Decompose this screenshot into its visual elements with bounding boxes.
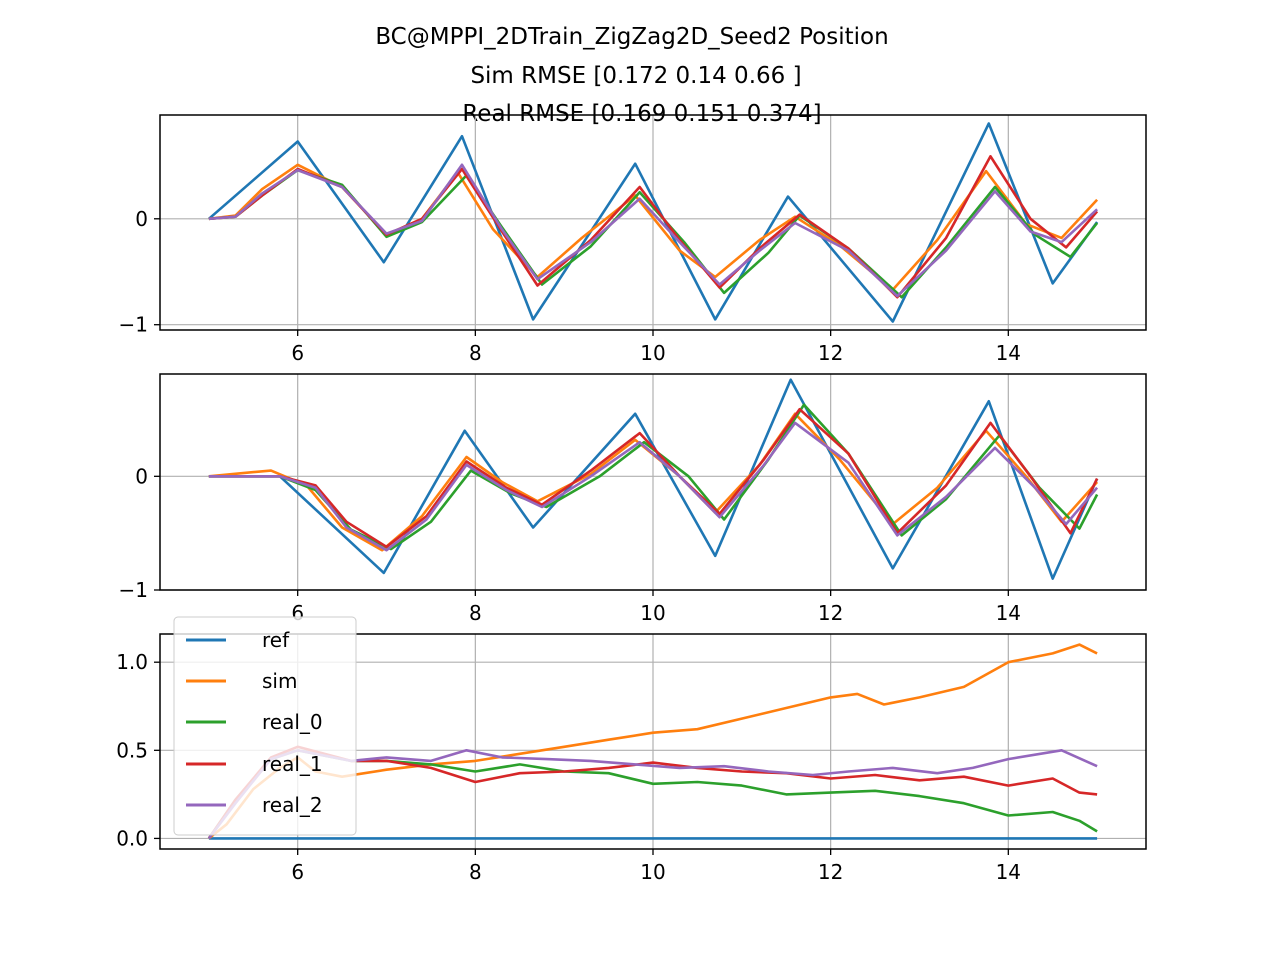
legend-label-real-1: real_1 <box>262 752 323 776</box>
x-tick-label: 14 <box>996 341 1021 365</box>
x-tick-label: 10 <box>640 860 665 884</box>
x-tick-label: 14 <box>996 601 1021 625</box>
series-line-real-2 <box>208 163 1098 298</box>
series-line-ref <box>208 122 1099 323</box>
y-tick-label: 1.0 <box>116 650 148 674</box>
legend-label-ref: ref <box>262 628 290 652</box>
y-tick-label: 0 <box>135 207 148 231</box>
title-line-3: Real RMSE [0.169 0.151 0.374] <box>462 101 821 127</box>
series-line-real-1 <box>208 407 1099 549</box>
legend: ref sim real_0 real_1 real_2 <box>173 616 357 836</box>
y-tick-label: 0.0 <box>116 826 148 850</box>
legend-label-sim: sim <box>262 669 297 693</box>
y-tick-label: −1 <box>119 578 148 602</box>
x-tick-label: 8 <box>469 860 482 884</box>
title-line-2: Sim RMSE [0.172 0.14 0.66 ] <box>470 63 801 89</box>
x-tick-label: 12 <box>818 341 843 365</box>
legend-label-real-0: real_0 <box>262 710 323 734</box>
legend-label-real-2: real_2 <box>262 793 323 817</box>
y-tick-label: 0.5 <box>116 738 148 762</box>
x-tick-label: 6 <box>291 341 304 365</box>
x-tick-label: 10 <box>640 341 665 365</box>
x-tick-label: 8 <box>469 601 482 625</box>
subplot-middle: 6 8 10 12 14−10 <box>119 373 1147 625</box>
series-line-ref <box>208 378 1099 580</box>
y-tick-label: −1 <box>119 313 148 337</box>
title-line-1: BC@MPPI_2DTrain_ZigZag2D_Seed2 Position <box>375 24 888 50</box>
x-tick-label: 12 <box>818 860 843 884</box>
x-tick-label: 10 <box>640 601 665 625</box>
x-tick-label: 8 <box>469 341 482 365</box>
x-tick-label: 6 <box>291 860 304 884</box>
y-tick-label: 0 <box>135 464 148 488</box>
series-line-sim <box>208 412 1099 552</box>
x-tick-label: 14 <box>996 860 1021 884</box>
subplot-top: 6 8 10 12 14 −1 0 <box>119 114 1147 365</box>
series-line-real-2 <box>208 421 1099 552</box>
x-tick-label: 12 <box>818 601 843 625</box>
legend-frame <box>173 616 357 836</box>
